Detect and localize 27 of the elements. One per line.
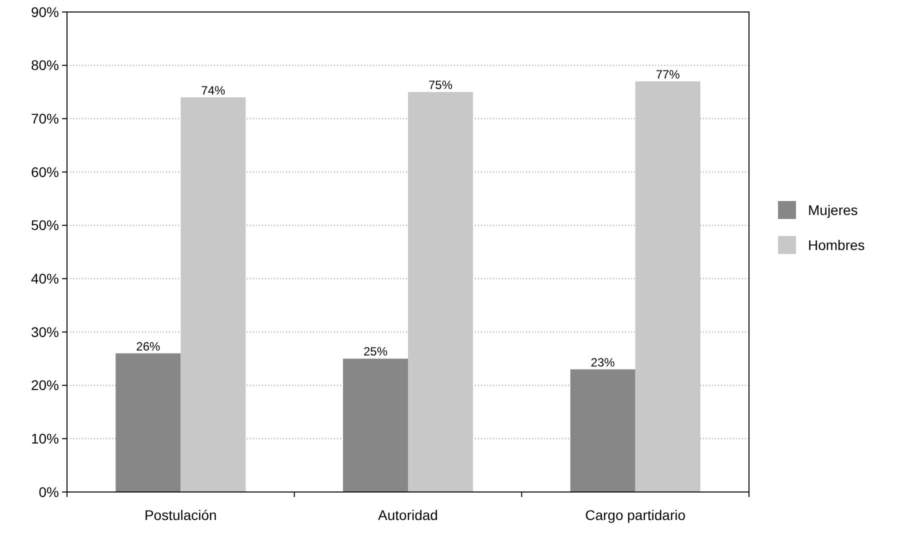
x-tick-label: Postulación: [144, 507, 217, 523]
data-label: 75%: [428, 78, 453, 92]
data-label: 77%: [656, 67, 680, 82]
x-tick-label: Cargo partidario: [585, 507, 686, 523]
y-tick-label: 20%: [30, 377, 59, 394]
y-tick-label: 0%: [38, 484, 59, 500]
y-tick-label: 90%: [30, 4, 59, 20]
y-tick-label: 70%: [30, 110, 59, 127]
x-tick-label: Autoridad: [378, 507, 438, 523]
data-label: 74%: [201, 83, 226, 98]
bar: [635, 81, 700, 492]
data-label: 26%: [136, 339, 160, 354]
y-tick-label: 40%: [30, 270, 59, 287]
y-tick-label: 80%: [30, 57, 59, 74]
y-tick-label: 30%: [30, 324, 59, 340]
y-tick-label: 60%: [30, 164, 59, 180]
y-tick-label: 10%: [30, 430, 59, 447]
bar: [570, 369, 636, 492]
data-label: 25%: [363, 344, 388, 359]
bar: [342, 358, 408, 492]
bar: [180, 97, 246, 492]
bar: [116, 353, 181, 492]
legend-label: Mujeres: [808, 202, 858, 218]
data-label: 23%: [590, 355, 616, 370]
bar: [408, 92, 474, 492]
legend-label: Hombres: [808, 236, 865, 253]
y-tick-label: 50%: [30, 217, 59, 234]
